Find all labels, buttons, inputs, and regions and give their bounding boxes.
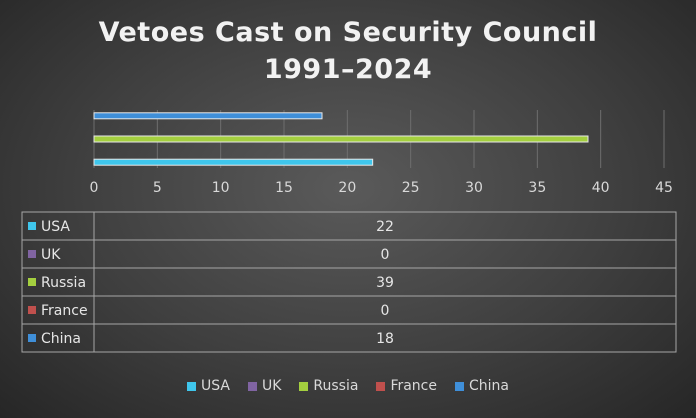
x-tick-label-9: 45: [655, 180, 673, 196]
legend: USA UK Russia France China: [0, 378, 696, 394]
legend-swatch-china: [455, 381, 464, 391]
x-tick-label-6: 30: [465, 180, 483, 196]
x-tick-label-2: 10: [212, 180, 230, 196]
chart-title-line-2: 1991–2024: [263, 54, 433, 85]
legend-item-france: France: [376, 378, 437, 394]
x-tick-label-8: 40: [592, 180, 610, 196]
chart-title: Vetoes Cast on Security Council 1991–202…: [0, 14, 696, 88]
x-tick-label-0: 0: [90, 180, 99, 196]
table-value-uk: 0: [381, 247, 390, 263]
table-value-china: 18: [376, 331, 394, 347]
legend-label-france: France: [390, 378, 437, 394]
legend-item-uk: UK: [247, 378, 282, 394]
table-swatch-usa: [28, 222, 36, 230]
table-swatch-china: [28, 334, 36, 342]
table-label-usa: USA: [41, 219, 70, 235]
table-value-france: 0: [381, 303, 390, 319]
bars: [93, 112, 589, 166]
data-table-border: [21, 211, 677, 353]
table-label-uk: UK: [41, 247, 61, 263]
bar-china: [93, 112, 323, 120]
table-label-france: France: [41, 303, 88, 319]
x-tick-label-3: 15: [275, 180, 293, 196]
legend-item-usa: USA: [186, 378, 230, 394]
legend-item-russia: Russia: [299, 378, 358, 394]
x-tick-label-1: 5: [153, 180, 162, 196]
x-tick-label-5: 25: [402, 180, 420, 196]
x-tick-label-7: 35: [528, 180, 546, 196]
legend-label-usa: USA: [200, 378, 230, 394]
table-value-russia: 39: [376, 275, 394, 291]
table-swatch-france: [28, 306, 36, 314]
table-swatch-russia: [28, 278, 36, 286]
x-axis-ticks: 0 5 10 15 20 25 30 35 40 45: [90, 180, 673, 196]
legend-label-china: China: [469, 378, 509, 394]
bar-usa: [93, 158, 374, 166]
legend-label-uk: UK: [261, 378, 282, 394]
table-value-usa: 22: [376, 219, 394, 235]
legend-swatch-france: [376, 381, 386, 391]
x-tick-label-4: 20: [338, 180, 356, 196]
bar-russia: [93, 135, 589, 143]
legend-item-china: China: [455, 378, 509, 394]
legend-swatch-uk: [247, 381, 257, 391]
table-label-china: China: [41, 331, 81, 347]
table-swatch-uk: [28, 250, 36, 258]
legend-swatch-russia: [299, 381, 309, 391]
chart-title-line-1: Vetoes Cast on Security Council: [98, 17, 598, 48]
table-label-russia: Russia: [41, 275, 86, 291]
legend-label-russia: Russia: [313, 378, 359, 394]
legend-swatch-usa: [186, 381, 196, 391]
data-table: USA 22 UK 0 Russia 39 France 0 China 18: [21, 211, 677, 353]
